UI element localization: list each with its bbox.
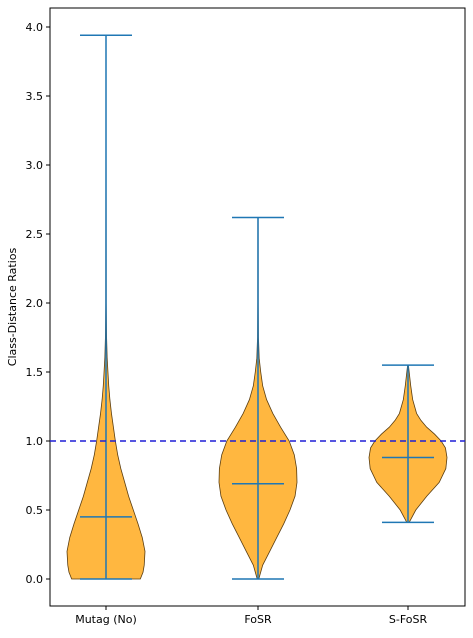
y-tick-label: 3.0 bbox=[26, 159, 44, 172]
y-axis: 0.0 0.5 1.0 1.5 2.0 2.5 3.0 3.5 4.0 bbox=[26, 21, 50, 586]
y-tick-label: 1.5 bbox=[26, 366, 44, 379]
y-axis-label: Class-Distance Ratios bbox=[6, 247, 19, 366]
y-tick-label: 0.5 bbox=[26, 504, 44, 517]
x-tick-label: FoSR bbox=[244, 613, 272, 626]
y-tick-label: 3.5 bbox=[26, 90, 44, 103]
violin-lines-layer bbox=[80, 34, 434, 580]
y-tick-label: 2.0 bbox=[26, 297, 44, 310]
y-tick-label: 2.5 bbox=[26, 228, 44, 241]
y-tick-label: 0.0 bbox=[26, 573, 44, 586]
y-tick-label: 1.0 bbox=[26, 435, 44, 448]
x-axis: Mutag (No) FoSR S-FoSR bbox=[75, 606, 427, 626]
x-tick-label: Mutag (No) bbox=[75, 613, 137, 626]
y-tick-label: 4.0 bbox=[26, 21, 44, 34]
x-tick-label: S-FoSR bbox=[389, 613, 428, 626]
